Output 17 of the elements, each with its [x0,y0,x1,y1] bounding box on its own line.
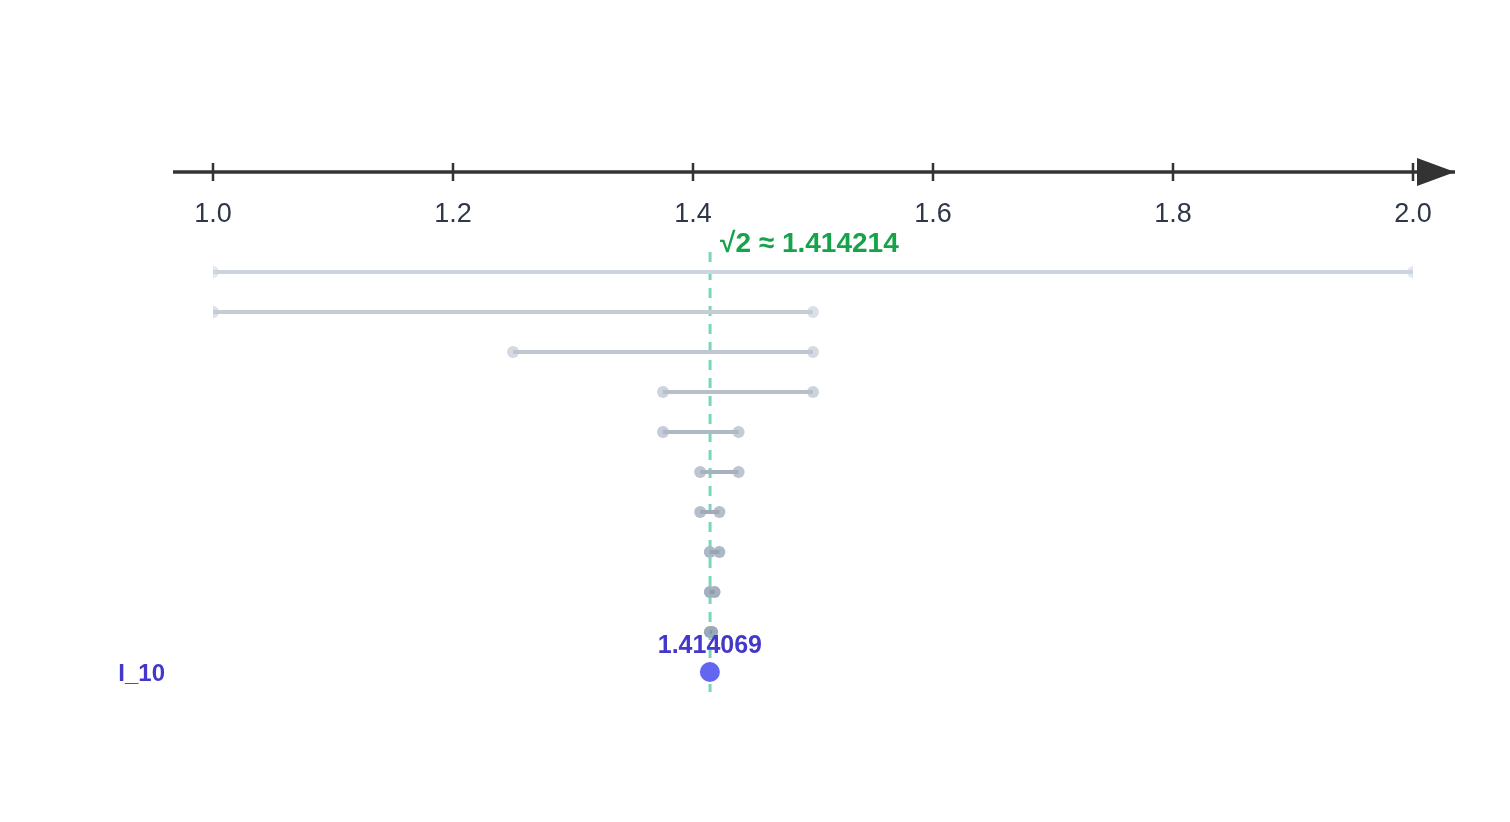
x-tick-label: 1.4 [674,198,712,228]
x-tick-label: 1.6 [914,198,952,228]
bar [700,510,720,514]
data-label: 1.414069 [657,630,763,658]
bar [663,430,739,434]
bar [663,390,813,394]
ref-line-label: √2 ≈ 1.414214 [720,227,900,258]
x-tick-label: 2.0 [1394,198,1432,228]
point [699,662,720,682]
x-tick-label: 1.2 [434,198,472,228]
bar [213,270,1413,274]
bar [513,350,813,354]
x-tick-label: 1.8 [1154,198,1192,228]
x-tick-label: 1.0 [194,198,232,228]
y-tick-label: I_10 [118,658,165,686]
bar [213,310,813,314]
bar [700,470,739,474]
